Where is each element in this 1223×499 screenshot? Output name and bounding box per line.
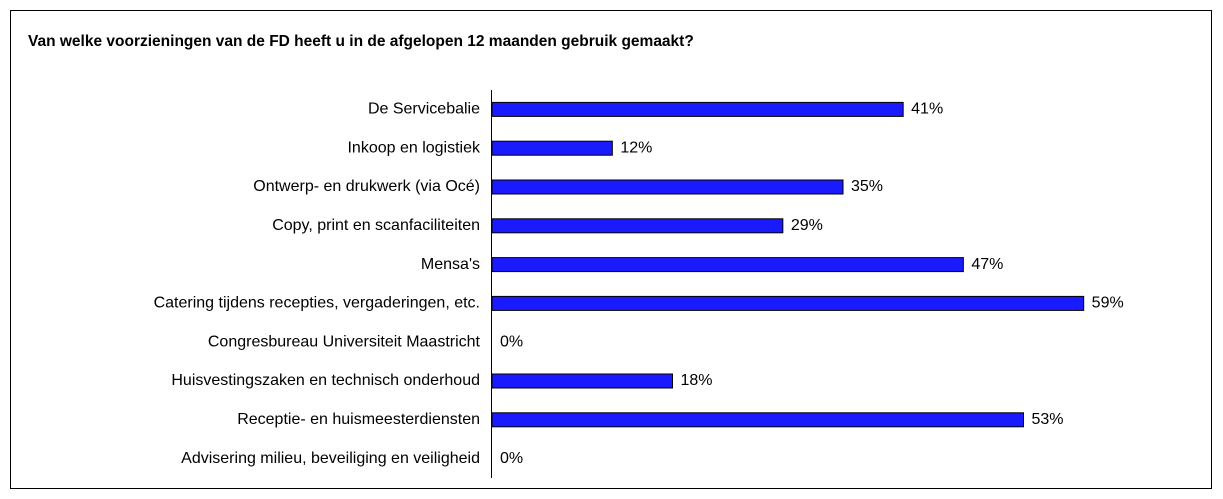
value-label: 29% — [791, 217, 823, 234]
bar — [491, 412, 1025, 428]
bar — [491, 101, 904, 117]
frame — [10, 10, 1212, 489]
value-label: 12% — [620, 139, 652, 156]
value-label: 53% — [1032, 411, 1064, 428]
value-label: 59% — [1092, 295, 1124, 312]
category-label: Ontwerp- en drukwerk (via Océ) — [253, 178, 480, 195]
bar — [491, 295, 1085, 311]
bar — [491, 179, 844, 195]
category-label: Catering tijdens recepties, vergaderinge… — [154, 295, 480, 312]
value-label: 0% — [500, 450, 523, 467]
bar — [491, 373, 674, 389]
category-label: Inkoop en logistiek — [347, 139, 481, 156]
bar — [491, 140, 613, 156]
value-label: 0% — [500, 333, 523, 350]
chart-title: Van welke voorzieningen van de FD heeft … — [28, 33, 694, 50]
category-label: Mensa's — [421, 256, 480, 273]
bar — [491, 218, 784, 234]
category-label: Huisvestingszaken en technisch onderhoud — [171, 372, 480, 389]
category-label: Advisering milieu, beveiliging en veilig… — [181, 450, 480, 467]
bar — [491, 257, 964, 273]
value-label: 47% — [971, 256, 1003, 273]
category-label: De Servicebalie — [368, 101, 480, 118]
category-label: Copy, print en scanfaciliteiten — [272, 217, 480, 234]
category-label: Receptie- en huismeesterdiensten — [237, 411, 480, 428]
value-label: 18% — [681, 372, 713, 389]
value-label: 41% — [911, 101, 943, 118]
category-label: Congresbureau Universiteit Maastricht — [208, 333, 481, 350]
value-label: 35% — [851, 178, 883, 195]
